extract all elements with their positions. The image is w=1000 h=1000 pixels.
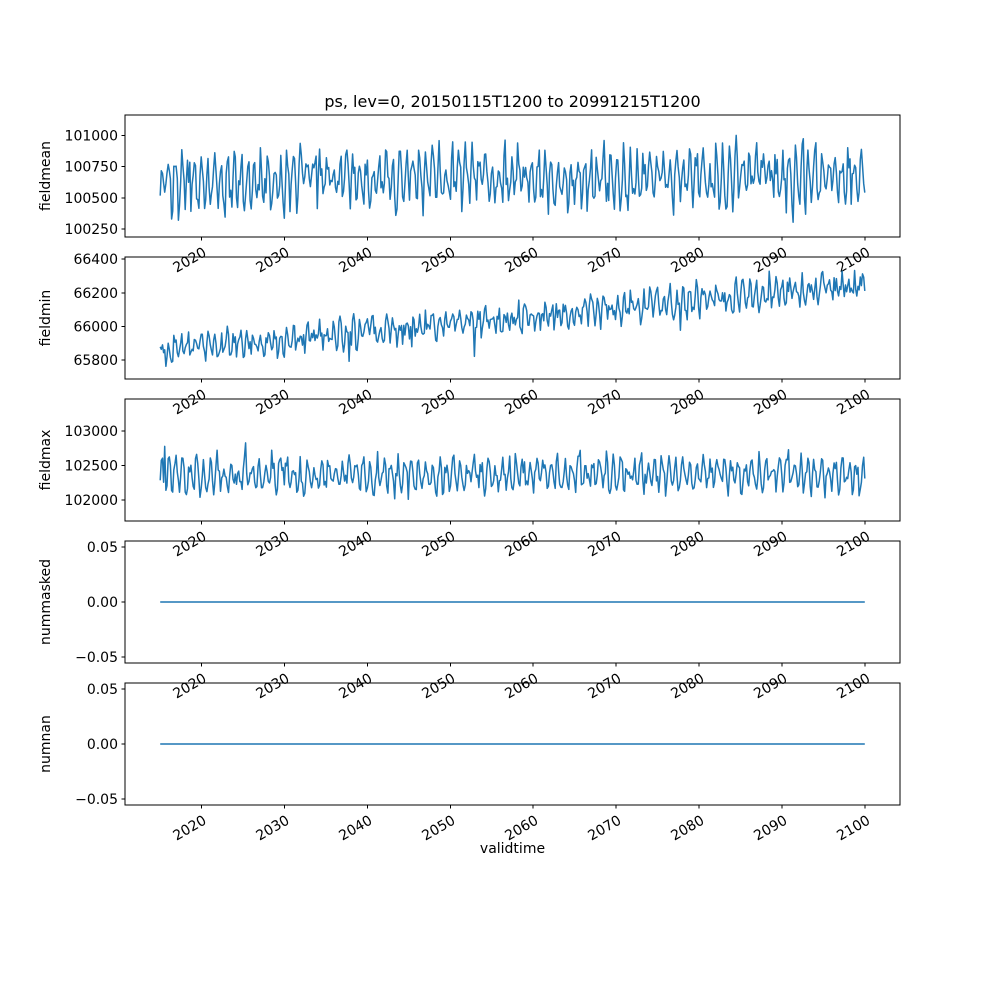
series-line-fieldmin <box>159 269 866 368</box>
subplot-ylabel-fieldmax: fieldmax <box>38 430 54 491</box>
axes-frame-fieldmean <box>124 114 901 238</box>
x-tick-label: 2030 <box>253 529 292 561</box>
x-tick-label: 2100 <box>834 529 873 561</box>
x-tick-label: 2080 <box>668 529 707 561</box>
x-tick-label: 2030 <box>253 245 292 277</box>
y-tick-label: 0.05 <box>87 682 118 698</box>
x-tick-label: 2070 <box>585 529 624 561</box>
x-tick-label: 2030 <box>253 387 292 419</box>
y-tick-label: 66000 <box>73 319 118 335</box>
y-tick-label: 103000 <box>65 424 118 440</box>
y-tick-label: 100500 <box>65 191 118 207</box>
axes-frame-fieldmax <box>124 398 901 522</box>
x-tick-label: 2020 <box>170 529 209 561</box>
x-tick-label: 2050 <box>419 671 458 703</box>
x-tick-label: 2060 <box>502 387 541 419</box>
x-tick-label: 2060 <box>502 813 541 845</box>
subplot-ylabel-fieldmin: fieldmin <box>38 290 54 347</box>
series-line-fieldmean <box>159 134 866 223</box>
x-tick-label: 2100 <box>834 813 873 845</box>
x-tick-label: 2070 <box>585 813 624 845</box>
y-tick-label: −0.05 <box>75 792 118 808</box>
subplot-ylabel-numnan: numnan <box>38 715 54 773</box>
x-tick-label: 2080 <box>668 245 707 277</box>
x-tick-label: 2060 <box>502 245 541 277</box>
x-tick-label: 2090 <box>751 671 790 703</box>
x-axis-label: validtime <box>479 841 546 857</box>
x-tick-label: 2100 <box>834 671 873 703</box>
x-tick-label: 2020 <box>170 387 209 419</box>
x-tick-label: 2090 <box>751 529 790 561</box>
x-tick-label: 2020 <box>170 813 209 845</box>
x-tick-label: 2050 <box>419 387 458 419</box>
y-tick-label: 0.00 <box>87 737 118 753</box>
x-tick-label: 2050 <box>419 813 458 845</box>
y-tick-label: 100250 <box>65 222 118 238</box>
x-tick-label: 2040 <box>336 813 375 845</box>
x-tick-label: 2020 <box>170 245 209 277</box>
x-tick-label: 2050 <box>419 245 458 277</box>
x-tick-label: 2080 <box>668 387 707 419</box>
x-tick-label: 2040 <box>336 529 375 561</box>
axes-frame-fieldmin <box>124 256 901 380</box>
y-tick-label: 100750 <box>65 160 118 176</box>
x-tick-label: 2020 <box>170 671 209 703</box>
subplot-ylabel-nummasked: nummasked <box>38 559 54 645</box>
series-line-fieldmax <box>159 442 866 501</box>
x-tick-label: 2050 <box>419 529 458 561</box>
y-tick-label: 65800 <box>73 353 118 369</box>
figure-title: ps, lev=0, 20150115T1200 to 20991215T120… <box>324 92 701 111</box>
y-tick-label: 66200 <box>73 286 118 302</box>
x-tick-label: 2060 <box>502 529 541 561</box>
x-tick-label: 2040 <box>336 387 375 419</box>
x-tick-label: 2030 <box>253 671 292 703</box>
x-tick-label: 2090 <box>751 387 790 419</box>
y-tick-label: 102500 <box>65 459 118 475</box>
x-tick-label: 2070 <box>585 245 624 277</box>
subplot-ylabel-fieldmean: fieldmean <box>38 141 54 211</box>
x-tick-label: 2040 <box>336 671 375 703</box>
x-tick-label: 2060 <box>502 671 541 703</box>
y-tick-label: 101000 <box>65 129 118 145</box>
x-tick-label: 2080 <box>668 671 707 703</box>
x-tick-label: 2070 <box>585 387 624 419</box>
y-tick-label: 102000 <box>65 493 118 509</box>
y-tick-label: 0.05 <box>87 540 118 556</box>
x-tick-label: 2100 <box>834 387 873 419</box>
x-tick-label: 2090 <box>751 813 790 845</box>
y-tick-label: −0.05 <box>75 650 118 666</box>
x-tick-label: 2100 <box>834 245 873 277</box>
x-tick-label: 2070 <box>585 671 624 703</box>
x-tick-label: 2030 <box>253 813 292 845</box>
y-tick-label: 0.00 <box>87 595 118 611</box>
x-tick-label: 2090 <box>751 245 790 277</box>
x-tick-label: 2040 <box>336 245 375 277</box>
x-tick-label: 2080 <box>668 813 707 845</box>
y-tick-label: 66400 <box>73 252 118 268</box>
